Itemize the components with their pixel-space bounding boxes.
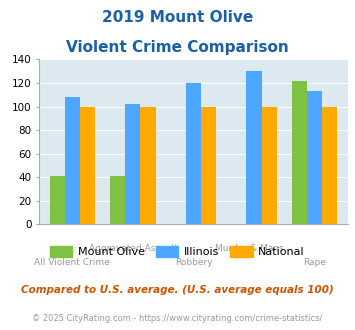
Bar (110, 176, 125, 224)
Text: Murder & Mans...: Murder & Mans... (215, 244, 293, 253)
Text: Aggravated Assault: Aggravated Assault (89, 244, 177, 253)
Bar (246, 71, 262, 224)
Bar (186, 83, 201, 224)
Bar (201, 107, 216, 224)
Bar (141, 107, 155, 224)
Legend: Mount Olive, Illinois, National: Mount Olive, Illinois, National (46, 242, 309, 261)
Text: 2019 Mount Olive: 2019 Mount Olive (102, 10, 253, 25)
Text: Violent Crime Comparison: Violent Crime Comparison (66, 40, 289, 54)
Bar (322, 107, 337, 224)
Bar (125, 104, 141, 224)
Text: © 2025 CityRating.com - https://www.cityrating.com/crime-statistics/: © 2025 CityRating.com - https://www.city… (32, 314, 323, 323)
Bar (80, 107, 95, 224)
Text: Robbery: Robbery (175, 258, 212, 267)
Text: Compared to U.S. average. (U.S. average equals 100): Compared to U.S. average. (U.S. average … (21, 285, 334, 295)
Bar (65, 97, 80, 224)
Bar (50, 176, 65, 224)
Bar (307, 91, 322, 224)
Text: Rape: Rape (303, 258, 326, 267)
Bar (292, 81, 307, 224)
Bar (262, 107, 277, 224)
Text: All Violent Crime: All Violent Crime (34, 258, 110, 267)
